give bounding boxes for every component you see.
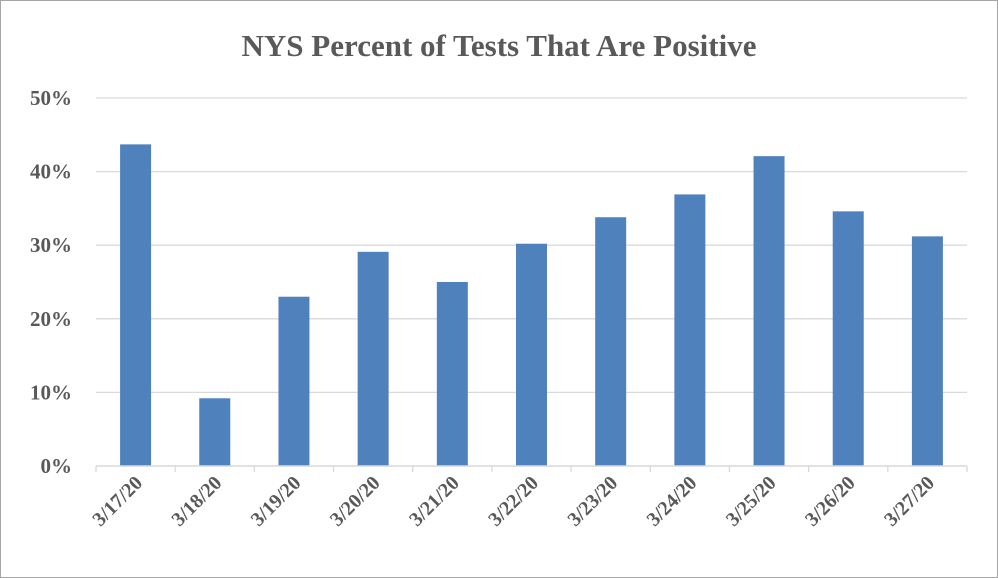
y-tick-label: 20% [30, 307, 72, 331]
y-tick-label: 10% [30, 380, 72, 404]
bar [357, 251, 389, 466]
x-category-label: 3/26/20 [801, 472, 860, 531]
x-category-label: 3/19/20 [247, 472, 306, 531]
x-axis-ticks [95, 466, 968, 472]
x-category-label: 3/17/20 [88, 472, 147, 531]
x-category-label: 3/24/20 [643, 472, 702, 531]
bar [278, 296, 310, 466]
bar [595, 217, 627, 466]
bar [199, 398, 231, 466]
x-axis-category-labels: 3/17/20 3/18/20 3/19/20 3/20/20 3/21/20 3/22/… [88, 472, 939, 531]
x-category-label: 3/27/20 [880, 472, 939, 531]
y-tick-label: 50% [30, 86, 72, 110]
bar [674, 194, 706, 466]
bar [911, 236, 943, 466]
x-category-label: 3/25/20 [722, 472, 781, 531]
x-category-label: 3/18/20 [168, 472, 227, 531]
chart-title: NYS Percent of Tests That Are Positive [242, 28, 757, 63]
x-category-label: 3/21/20 [405, 472, 464, 531]
y-tick-label: 0% [41, 454, 73, 478]
x-category-label: 3/20/20 [326, 472, 385, 531]
y-axis-tick-labels: 0% 10% 20% 30% 40% 50% [30, 86, 72, 478]
bar [753, 156, 785, 467]
y-tick-label: 30% [30, 233, 72, 257]
x-category-label: 3/23/20 [563, 472, 622, 531]
x-category-label: 3/22/20 [484, 472, 543, 531]
bar [120, 144, 152, 467]
bar [436, 282, 468, 466]
bar [832, 211, 864, 466]
bar [516, 243, 547, 466]
y-tick-label: 40% [30, 160, 72, 184]
bars [120, 144, 943, 467]
